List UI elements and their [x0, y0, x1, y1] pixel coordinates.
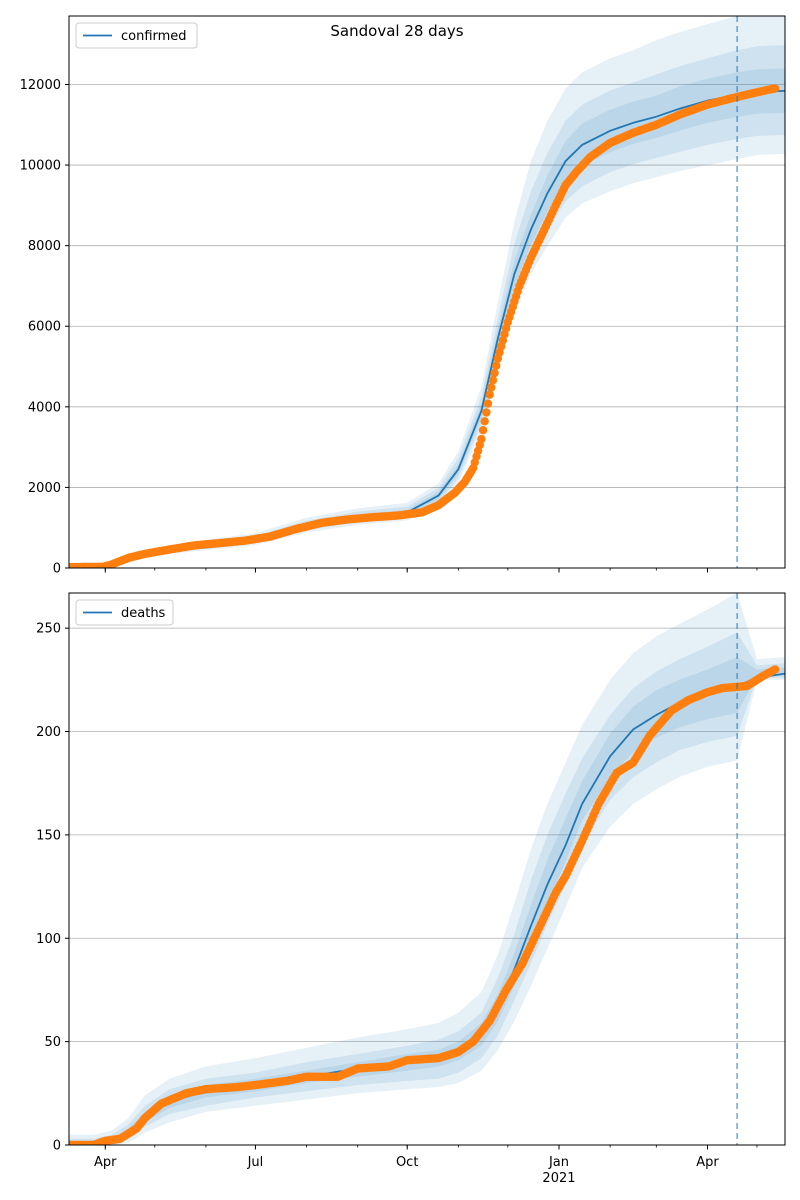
y-tick-label: 100 — [36, 932, 61, 947]
plot-area — [69, 593, 785, 1145]
axes-frame — [68, 15, 786, 569]
y-tick-label: 12000 — [20, 78, 61, 93]
y-tick-label: 200 — [36, 725, 61, 740]
legend-box — [75, 599, 174, 626]
x-tick-label: Jul — [247, 1155, 264, 1170]
legend-box — [75, 22, 198, 49]
chart-title: Sandoval 28 days — [330, 22, 463, 40]
observed-point — [488, 376, 498, 385]
uncertainty-band — [69, 593, 785, 1145]
observed-point — [477, 434, 486, 444]
observed-point — [483, 399, 493, 408]
observed-point — [480, 417, 489, 426]
observed-point — [485, 390, 494, 399]
legend: confirmed — [75, 22, 198, 49]
uncertainty-band — [69, 632, 785, 1145]
observed-point — [490, 368, 499, 378]
observed-point — [770, 665, 780, 674]
uncertainty-band — [69, 16, 785, 568]
axes-frame — [68, 592, 786, 1146]
plot-area — [69, 16, 785, 568]
x-tick-label: Apr — [94, 1155, 117, 1170]
observed-point — [492, 361, 501, 370]
x-tick-label: Apr — [696, 1155, 719, 1170]
y-tick-label: 4000 — [28, 400, 61, 415]
y-tick-label: 0 — [53, 1139, 61, 1154]
y-tick-label: 50 — [44, 1035, 61, 1050]
legend: deaths — [75, 599, 174, 626]
y-tick-label: 10000 — [20, 159, 61, 174]
y-tick-label: 6000 — [28, 320, 61, 335]
x-tick-sublabel: 2021 — [542, 1171, 575, 1186]
y-tick-label: 150 — [36, 828, 61, 843]
legend-label: confirmed — [121, 29, 187, 44]
uncertainty-band — [69, 45, 785, 568]
observed-point — [482, 408, 491, 417]
observed-point — [770, 84, 780, 93]
uncertainty-band — [69, 68, 785, 568]
x-tick-label: Jan — [548, 1155, 569, 1170]
observed-point — [487, 383, 496, 392]
observed-point — [478, 426, 488, 435]
y-tick-label: 8000 — [28, 239, 61, 254]
y-tick-label: 250 — [36, 622, 61, 637]
x-tick-label: Oct — [396, 1155, 418, 1170]
confirmed-panel: 0 2000 4000 6000 8000 10000 12000 confirmed — [20, 15, 786, 577]
y-tick-label: 2000 — [28, 481, 61, 496]
y-tick-label: 0 — [53, 562, 61, 577]
legend-label: deaths — [121, 606, 166, 621]
uncertainty-band — [69, 657, 785, 1145]
